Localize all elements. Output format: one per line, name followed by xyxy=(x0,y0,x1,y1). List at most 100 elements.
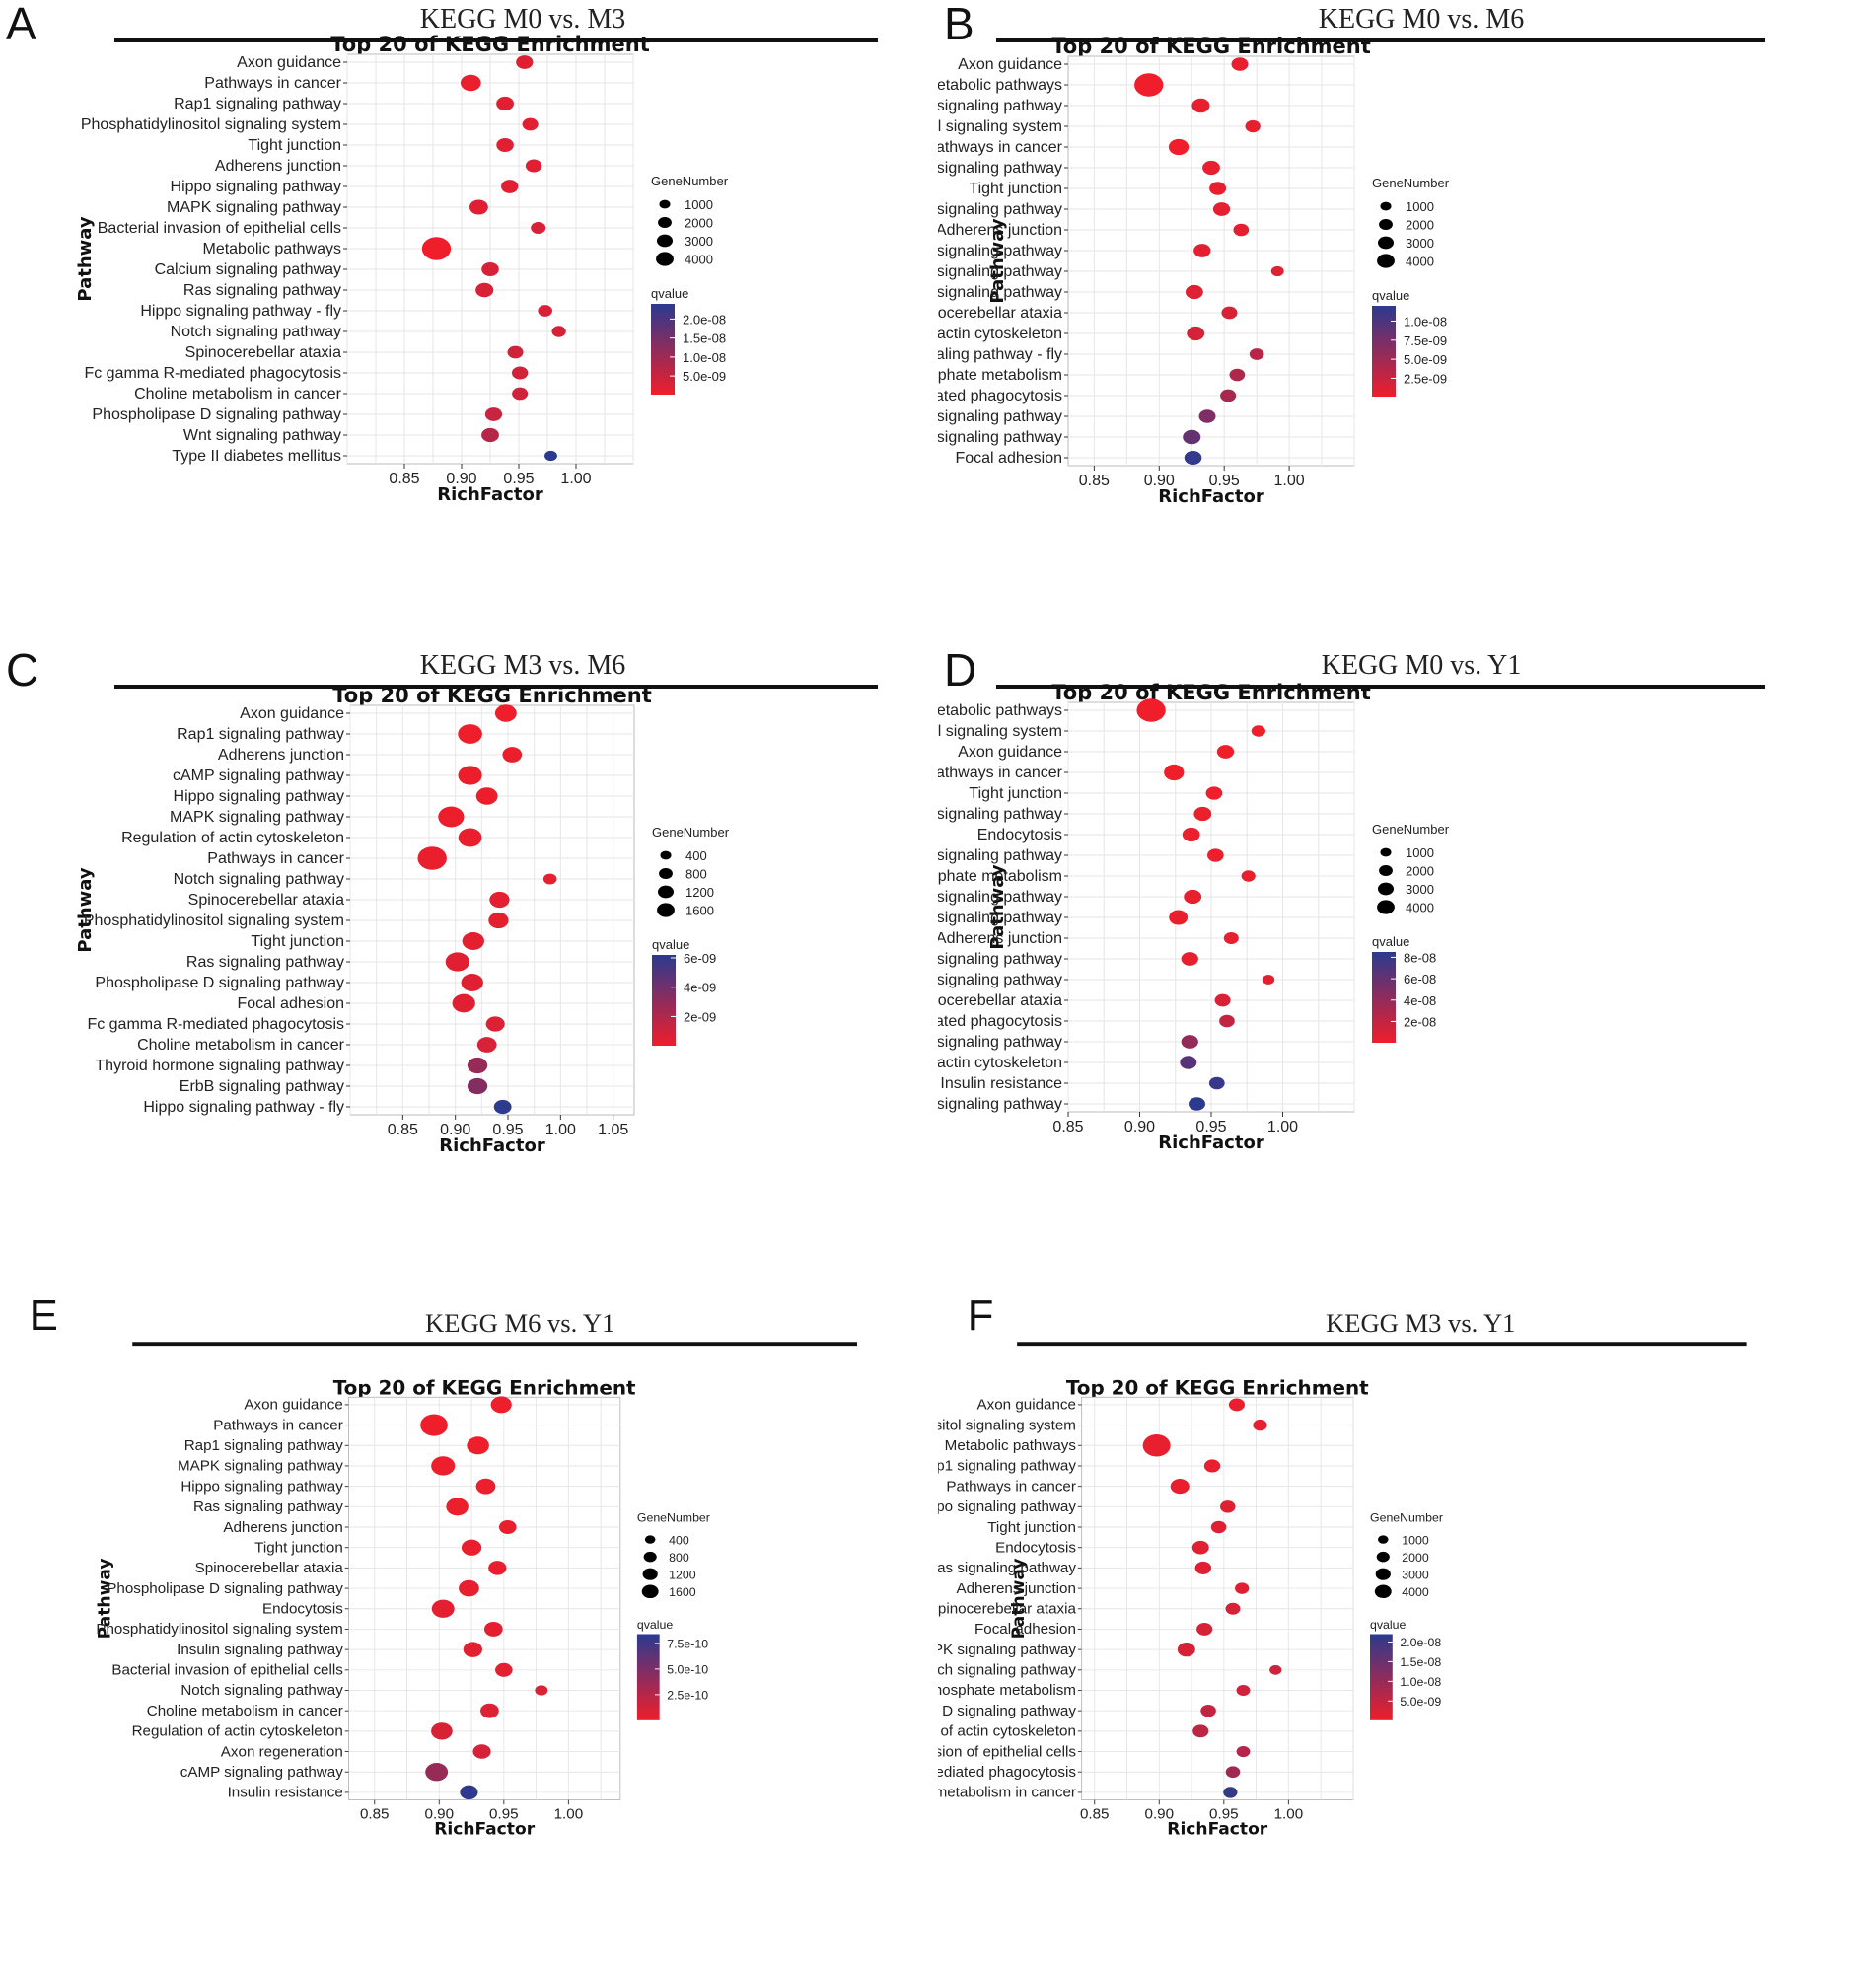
panel-letter-e: E xyxy=(30,1292,58,1340)
pathway-label: Bacterial invasion of epithelial cells xyxy=(111,1662,343,1679)
plot-area xyxy=(1064,55,1355,471)
size-legend-label: 3000 xyxy=(685,234,713,249)
chart-c: C KEGG M3 vs. M6 Top 20 of KEGG Enrichment… xyxy=(6,646,878,1156)
data-point xyxy=(1262,975,1275,985)
pathway-label: Metabolic pathways xyxy=(945,1437,1077,1454)
data-point xyxy=(1219,1014,1235,1028)
pathway-label: ErbB signaling pathway xyxy=(180,1078,344,1095)
size-legend-label: 1000 xyxy=(1402,1533,1429,1547)
data-point xyxy=(1200,1704,1216,1717)
y-axis-label: Pathway xyxy=(1009,1558,1029,1639)
size-legend-label: 1600 xyxy=(685,904,714,918)
data-point xyxy=(1269,1664,1282,1675)
pathway-label: Notch signaling pathway xyxy=(938,972,1062,988)
pathway-label: Hippo signaling pathway xyxy=(174,788,344,805)
pathway-label: Fc gamma R-mediated phagocytosis xyxy=(938,388,1062,404)
data-point xyxy=(476,1037,497,1053)
pathway-label: Thyroid hormone signaling pathway xyxy=(95,1058,344,1074)
color-legend-title: qvalue xyxy=(651,286,688,301)
panel-c: C KEGG M3 vs. M6 Top 20 of KEGG Enrichment… xyxy=(0,646,938,1292)
pathway-label: Adherens junction xyxy=(938,930,1062,947)
pathway-label: Rap1 signaling pathway xyxy=(177,726,344,743)
pathway-label: Notch signaling pathway xyxy=(171,324,341,340)
pathway-label: Hippo signaling pathway - fly xyxy=(140,303,341,320)
pathway-label: Insulin resistance xyxy=(228,1785,343,1801)
data-point xyxy=(501,180,519,193)
data-point xyxy=(544,450,557,462)
x-tick-label: 0.95 xyxy=(489,1805,519,1822)
size-legend-dot xyxy=(1377,254,1395,268)
x-tick-label: 0.85 xyxy=(360,1805,390,1822)
data-point xyxy=(1235,1582,1250,1594)
size-legend-label: 4000 xyxy=(1402,1585,1429,1599)
pathway-label: Adherens junction xyxy=(938,222,1062,239)
chart-title: Top 20 of KEGG Enrichment xyxy=(330,33,649,56)
pathway-label: Hippo signaling pathway - fly xyxy=(938,346,1062,363)
pathway-label: Phospholipase D signaling pathway xyxy=(938,1703,1076,1719)
x-tick-label: 0.85 xyxy=(1080,1805,1110,1822)
pathway-label: Phosphatidylinositol signaling system xyxy=(96,1621,342,1638)
data-point xyxy=(1225,1602,1241,1615)
data-point xyxy=(1241,870,1256,882)
pathway-label: Hippo signaling pathway xyxy=(938,847,1062,864)
data-point xyxy=(1249,348,1264,360)
data-point xyxy=(462,932,484,950)
color-legend-label: 7.5e-10 xyxy=(667,1638,708,1651)
data-point xyxy=(467,1077,488,1095)
y-axis-label: Pathway xyxy=(75,216,96,301)
size-legend-dot xyxy=(659,199,671,209)
data-point xyxy=(1223,1787,1238,1798)
chart-title: Top 20 of KEGG Enrichment xyxy=(1066,1376,1369,1399)
data-point xyxy=(420,1414,448,1436)
size-legend-dot xyxy=(643,1551,657,1563)
pathway-label: cAMP signaling pathway xyxy=(173,767,344,784)
data-point xyxy=(461,974,483,991)
pathway-label: Choline metabolism in cancer xyxy=(134,386,342,402)
size-legend-label: 2000 xyxy=(1402,1551,1429,1565)
color-legend-bar xyxy=(1372,306,1396,397)
data-point xyxy=(507,345,524,359)
size-legend-dot xyxy=(660,850,672,860)
data-point xyxy=(1270,265,1284,277)
pathway-label: Fc gamma R-mediated phagocytosis xyxy=(938,1764,1076,1781)
size-legend-label: 2000 xyxy=(1406,218,1434,233)
data-point xyxy=(488,912,509,929)
panel-heading: KEGG M0 vs. M3 xyxy=(420,4,625,35)
pathway-label: Insulin resistance xyxy=(940,1075,1062,1092)
size-legend-dot xyxy=(657,903,675,917)
chart-e: E KEGG M6 vs. Y1 Top 20 of KEGG Enrichment… xyxy=(30,1292,857,1840)
data-point xyxy=(1194,1561,1212,1574)
data-point xyxy=(475,1478,496,1495)
data-point xyxy=(458,766,482,785)
color-legend-label: 7.5e-09 xyxy=(1404,333,1447,348)
color-legend-label: 2.5e-10 xyxy=(667,1689,708,1703)
x-tick-label: 0.85 xyxy=(1079,473,1110,489)
pathway-label: Axon guidance xyxy=(240,705,344,722)
pathway-label: Hippo signaling pathway - fly xyxy=(143,1099,344,1116)
data-point xyxy=(1142,1434,1171,1457)
pathway-label: Tight junction xyxy=(254,1539,343,1556)
data-point xyxy=(452,993,475,1013)
data-point xyxy=(538,305,552,317)
pathway-label: Hippo signaling pathway xyxy=(938,1498,1076,1515)
x-tick-label: 0.90 xyxy=(1124,1119,1155,1135)
color-legend-label: 6e-08 xyxy=(1404,972,1436,986)
data-point xyxy=(551,326,566,337)
data-point xyxy=(542,873,557,885)
pathway-label: Metabolic pathways xyxy=(938,702,1062,719)
pathway-label: Pathways in cancer xyxy=(207,850,344,867)
pathway-label: Phosphatidylinositol signaling system xyxy=(938,723,1062,740)
size-legend-dot xyxy=(1378,1535,1389,1544)
data-point xyxy=(1210,1520,1227,1534)
pathway-label: Metabolic pathways xyxy=(202,241,341,257)
x-tick-label: 0.95 xyxy=(1209,1805,1239,1822)
data-point xyxy=(1182,827,1200,842)
panel-d: D KEGG M0 vs. Y1 Top 20 of KEGG Enrichment… xyxy=(938,646,1876,1292)
data-point xyxy=(1251,725,1265,737)
chart-f: F KEGG M3 vs. Y1 Top 20 of KEGG Enrichment… xyxy=(938,1292,1747,1840)
size-legend-dot xyxy=(641,1584,659,1599)
panel-f: F KEGG M3 vs. Y1 Top 20 of KEGG Enrichment… xyxy=(938,1292,1876,1938)
color-legend-bar xyxy=(1372,952,1396,1043)
size-legend-label: 3000 xyxy=(1406,236,1434,251)
